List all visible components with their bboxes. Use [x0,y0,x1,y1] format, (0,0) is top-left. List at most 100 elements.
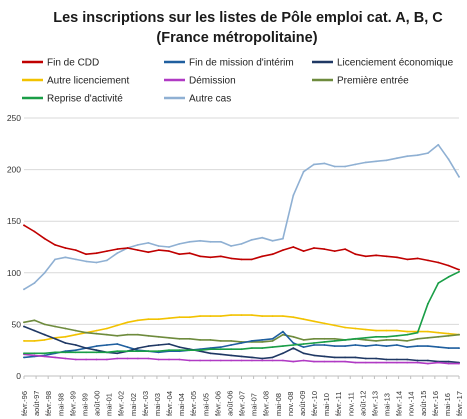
data-point [447,276,450,278]
data-point [313,360,315,363]
data-point [64,342,67,344]
data-point [251,314,253,316]
data-point [157,358,160,361]
data-point [458,175,460,178]
legend-label: Autre cas [189,94,231,105]
series-0 [23,224,460,271]
data-point [188,252,191,255]
data-point [375,357,377,360]
x-tick-label: août-06 [225,391,234,416]
data-point [323,360,326,363]
data-point [458,333,460,336]
data-point [375,329,377,332]
data-point [168,343,170,345]
data-point [168,317,170,320]
data-point [147,251,150,254]
legend-item: Fin de mission d'intérim [164,58,294,69]
x-tick-label: mai-05 [201,393,210,416]
data-point [178,253,181,256]
data-point [74,344,77,346]
data-point [95,358,98,361]
data-point [323,248,326,251]
data-point [43,333,46,336]
data-point [313,337,315,340]
data-point [385,361,388,364]
x-tick-label: mai-03 [153,393,162,416]
data-point [64,247,67,249]
x-tick-label: mai-07 [250,393,259,416]
data-point [261,315,264,317]
data-point [23,224,25,227]
data-point [354,253,357,256]
data-point [209,359,212,362]
data-point [147,318,150,321]
data-point [344,345,346,347]
data-point [137,244,139,246]
x-tick-label: août-12 [358,391,367,416]
y-tick-label: 200 [7,165,21,175]
x-tick-label: févr.-05 [189,391,198,416]
x-tick-label: mai-08 [274,393,283,416]
data-point [364,336,367,339]
data-point [282,345,284,347]
data-point [282,333,284,336]
data-point [427,330,429,333]
x-tick-label: févr.-06 [213,391,222,416]
x-tick-label: févr.-16 [431,391,440,416]
x-tick-label: févr.-04 [165,391,174,416]
data-point [219,346,222,348]
data-point [364,339,367,341]
x-tick-label: août-00 [93,391,102,416]
data-point [344,356,346,359]
data-point [178,349,181,352]
data-point [168,250,170,253]
data-point [282,330,284,333]
data-point [147,350,150,353]
data-point [116,350,119,353]
data-point [354,356,357,359]
data-point [323,355,326,358]
data-point [251,359,253,362]
data-point [292,335,295,338]
data-point [188,337,191,340]
data-point [385,159,388,162]
chart-subtitle: (France métropolitaine) [156,30,317,46]
data-point [406,258,409,261]
data-point [302,352,305,355]
y-tick-label: 0 [16,371,21,381]
data-point [126,346,129,348]
data-point [199,255,202,258]
data-point [396,339,398,341]
data-point [385,358,388,361]
legend: Fin de CDD Fin de mission d'intérim Licenc… [22,58,454,105]
data-point [240,342,243,344]
data-point [251,258,253,261]
data-point [23,352,25,355]
data-point [416,331,419,334]
data-point [364,328,367,331]
data-point [64,335,67,338]
data-point [116,248,119,251]
data-point [302,318,305,321]
x-tick-label: mai-04 [177,393,186,416]
data-point [406,330,409,333]
data-point [95,261,98,264]
chart-title: Les inscriptions sur les listes de Pôle … [53,10,443,26]
y-tick-label: 250 [7,113,21,123]
x-tick-label: août-97 [32,391,41,416]
data-point [375,335,377,338]
data-point [396,361,398,364]
data-point [292,246,295,248]
legend-item: Autre licenciement [22,76,129,87]
data-point [219,240,222,243]
x-tick-label: mai-02 [129,393,138,416]
data-point [354,327,357,330]
data-point [230,340,233,342]
data-point [333,360,336,363]
data-point [406,361,409,364]
data-point [333,337,336,340]
series-6 [23,270,460,355]
data-point [137,249,139,252]
data-point [95,332,98,335]
data-point [437,331,440,334]
